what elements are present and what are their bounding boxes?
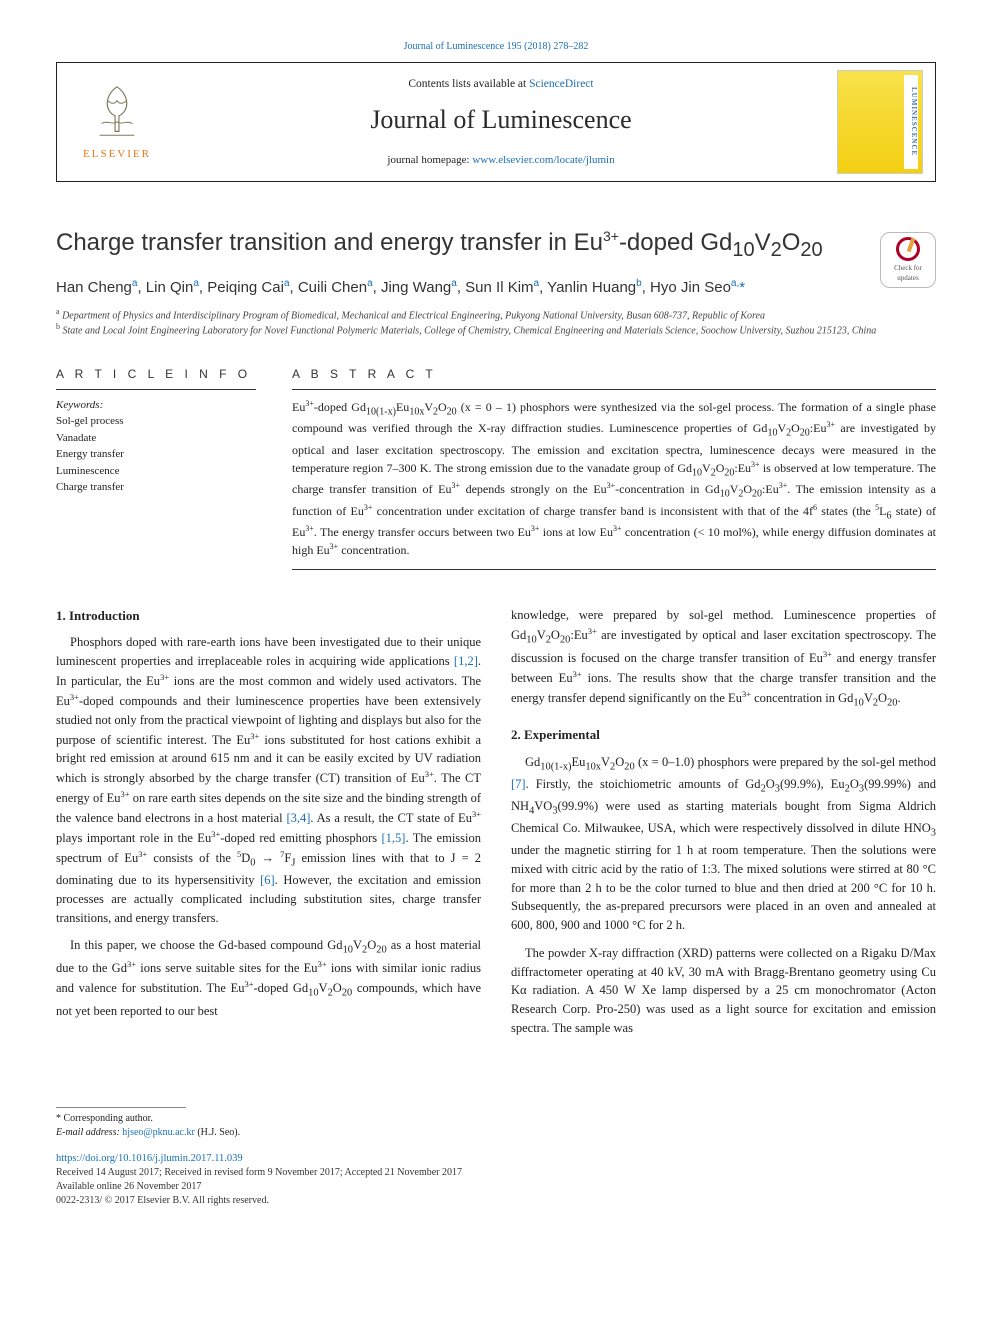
homepage-prefix: journal homepage: (387, 154, 472, 166)
intro-para-2: In this paper, we choose the Gd-based co… (56, 936, 481, 1020)
email-line: E-mail address: hjseo@pknu.ac.kr (H.J. S… (56, 1126, 936, 1140)
journal-cover-thumb: LUMINESCENCE (837, 70, 923, 174)
corresponding-author: * Corresponding author. (56, 1112, 936, 1126)
keywords-list: Sol-gel process Vanadate Energy transfer… (56, 413, 256, 496)
elsevier-logo: ELSEVIER (83, 81, 151, 162)
cover-thumb-block: LUMINESCENCE (825, 63, 935, 181)
publisher-logo-block: ELSEVIER (57, 63, 177, 181)
available-line: Available online 26 November 2017 (56, 1180, 936, 1194)
footer: * Corresponding author. E-mail address: … (56, 1107, 936, 1209)
article-title: Charge transfer transition and energy tr… (56, 228, 836, 263)
intro-para-1: Phosphors doped with rare-earth ions hav… (56, 633, 481, 927)
homepage-link[interactable]: www.elsevier.com/locate/jlumin (472, 154, 614, 166)
cover-spine-text: LUMINESCENCE (904, 75, 918, 169)
homepage-line: journal homepage: www.elsevier.com/locat… (387, 153, 614, 168)
email-label: E-mail address: (56, 1127, 122, 1138)
crossmark-icon (896, 237, 920, 261)
article-info-label: A R T I C L E I N F O (56, 366, 256, 385)
keyword: Luminescence (56, 463, 256, 480)
affiliations: a Department of Physics and Interdiscipl… (56, 307, 936, 339)
journal-header: ELSEVIER Contents lists available at Sci… (56, 62, 936, 182)
doi-link[interactable]: https://doi.org/10.1016/j.jlumin.2017.11… (56, 1152, 936, 1167)
keyword: Sol-gel process (56, 413, 256, 430)
running-head: Journal of Luminescence 195 (2018) 278–2… (56, 40, 936, 54)
abstract-text: Eu3+-doped Gd10(1-x)Eu10xV2O20 (x = 0 – … (292, 398, 936, 559)
contents-line: Contents lists available at ScienceDirec… (408, 76, 593, 92)
email-suffix: (H.J. Seo). (195, 1127, 240, 1138)
keyword: Energy transfer (56, 446, 256, 463)
abstract-label: A B S T R A C T (292, 366, 936, 385)
right-column: knowledge, were prepared by sol-gel meth… (511, 606, 936, 1047)
article-meta-row: A R T I C L E I N F O Keywords: Sol-gel … (56, 366, 936, 570)
rule (292, 389, 936, 390)
section-heading-intro: 1. Introduction (56, 606, 481, 626)
author-list: Han Chenga, Lin Qina, Peiqing Caia, Cuil… (56, 277, 936, 299)
article-head: Check for updates Charge transfer transi… (56, 228, 936, 338)
rule (56, 389, 256, 390)
check-updates-line1: Check for (894, 264, 922, 274)
contents-prefix: Contents lists available at (408, 78, 529, 90)
journal-name: Journal of Luminescence (370, 102, 631, 138)
check-updates-line2: updates (897, 274, 918, 284)
keyword: Vanadate (56, 430, 256, 447)
affiliation-b: b State and Local Joint Engineering Labo… (56, 322, 936, 338)
affil-text: State and Local Joint Engineering Labora… (63, 326, 877, 337)
affil-marker: b (56, 322, 60, 331)
affiliation-a: a Department of Physics and Interdiscipl… (56, 307, 936, 323)
section-heading-exp: 2. Experimental (511, 725, 936, 745)
keyword: Charge transfer (56, 479, 256, 496)
publisher-name: ELSEVIER (83, 147, 151, 162)
keywords-label: Keywords: (56, 398, 256, 413)
check-updates-badge[interactable]: Check for updates (880, 232, 936, 288)
elsevier-tree-icon (86, 81, 148, 143)
running-head-link[interactable]: Journal of Luminescence 195 (2018) 278–2… (404, 41, 589, 52)
exp-para-1: Gd10(1-x)Eu10xV2O20 (x = 0–1.0) phosphor… (511, 753, 936, 935)
left-column: 1. Introduction Phosphors doped with rar… (56, 606, 481, 1047)
article-info-block: A R T I C L E I N F O Keywords: Sol-gel … (56, 366, 256, 570)
affil-marker: a (56, 307, 60, 316)
abstract-block: A B S T R A C T Eu3+-doped Gd10(1-x)Eu10… (292, 366, 936, 570)
sciencedirect-link[interactable]: ScienceDirect (529, 78, 594, 90)
body-columns: 1. Introduction Phosphors doped with rar… (56, 606, 936, 1047)
rule (292, 569, 936, 570)
copyright-line: 0022-2313/ © 2017 Elsevier B.V. All righ… (56, 1194, 936, 1208)
email-link[interactable]: hjseo@pknu.ac.kr (122, 1127, 195, 1138)
footer-rule (56, 1107, 186, 1108)
affil-text: Department of Physics and Interdisciplin… (62, 310, 765, 321)
journal-header-center: Contents lists available at ScienceDirec… (177, 63, 825, 181)
received-line: Received 14 August 2017; Received in rev… (56, 1166, 936, 1180)
exp-para-2: The powder X-ray diffraction (XRD) patte… (511, 944, 936, 1038)
intro-para-cont: knowledge, were prepared by sol-gel meth… (511, 606, 936, 711)
